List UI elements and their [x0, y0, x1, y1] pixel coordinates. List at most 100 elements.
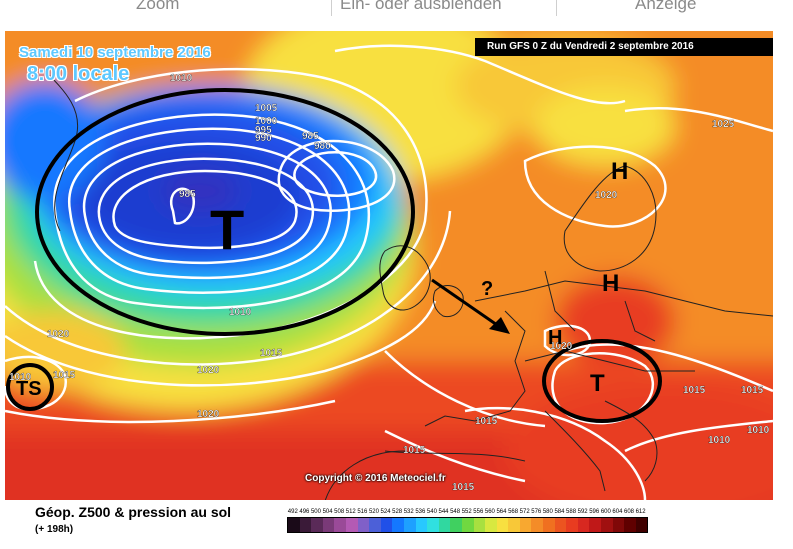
- scale-tick-label: 612: [635, 509, 646, 515]
- isobar-label: 1010: [9, 372, 32, 383]
- scale-tick-label: 584: [554, 509, 565, 515]
- show-hide-menu[interactable]: Ein- oder ausblenden: [340, 0, 502, 13]
- scale-tick-label: 536: [415, 509, 426, 515]
- scale-swatch: [427, 518, 439, 532]
- isobar-label: 985: [179, 189, 196, 200]
- isobar-label: 1020: [595, 190, 618, 201]
- isobar-label: 1025: [712, 119, 735, 130]
- scale-swatch: [554, 518, 567, 532]
- scale-swatch: [299, 518, 312, 532]
- scale-swatch: [288, 518, 300, 532]
- scale-tick-label: 600: [600, 509, 611, 515]
- scale-tick-label: 492: [287, 509, 298, 515]
- isobar-label: 1015: [452, 482, 475, 493]
- isobar-label: 1020: [47, 329, 70, 340]
- scale-tick-label: 564: [496, 509, 507, 515]
- isobar-label: 1015: [53, 370, 76, 381]
- scale-swatch: [624, 518, 636, 532]
- scale-tick-label: 540: [426, 509, 437, 515]
- scale-tick-label: 548: [450, 509, 461, 515]
- tropical-storm-label: TS: [16, 378, 42, 400]
- isobar-label: 1010: [708, 435, 731, 446]
- scale-swatch: [345, 518, 358, 532]
- scale-swatch: [380, 518, 393, 532]
- isobar-label: 985: [302, 131, 319, 142]
- high-pressure-label: H: [611, 158, 628, 185]
- analyst-annotations: [6, 88, 662, 423]
- isobars: [5, 44, 773, 500]
- question-mark: ?: [481, 278, 493, 300]
- scale-swatch: [543, 518, 555, 532]
- scale-swatch: [334, 518, 346, 532]
- isobar-label: 1015: [741, 385, 764, 396]
- south-low-circle: [542, 339, 662, 423]
- isobar-label: 1020: [550, 341, 573, 352]
- isobar-label: 1020: [197, 409, 220, 420]
- scale-swatch: [322, 518, 335, 532]
- scale-tick-label: 528: [392, 509, 403, 515]
- model-run-label: Run GFS 0 Z du Vendredi 2 septembre 2016: [475, 38, 773, 56]
- scale-swatch: [403, 518, 416, 532]
- isobar-label: 1010: [229, 307, 252, 318]
- isobar-label: 1015: [683, 385, 706, 396]
- isobar-label: 995: [255, 125, 272, 136]
- coastlines: [44, 70, 773, 500]
- legend-title: Géop. Z500 & pression au sol: [35, 504, 232, 520]
- scale-tick-label: 568: [508, 509, 519, 515]
- main-low-circle: [35, 88, 415, 336]
- scale-tick-label: 556: [473, 509, 484, 515]
- scale-swatch: [392, 518, 404, 532]
- scale-tick-label: 516: [357, 509, 368, 515]
- isobar-label: 1020: [197, 365, 220, 376]
- scale-swatch: [311, 518, 323, 532]
- scale-swatch: [531, 518, 544, 532]
- scale-tick-label: 496: [299, 509, 310, 515]
- legend-subtitle: (+ 198h): [35, 524, 74, 535]
- isobar-label: 1010: [170, 73, 193, 84]
- forecast-time: 8:00 locale: [27, 63, 130, 85]
- scale-tick-label: 532: [403, 509, 414, 515]
- weather-map: 1010 1005 1000 995 990 985 980 985 1010 …: [5, 31, 773, 500]
- scale-swatch: [612, 518, 625, 532]
- scale-swatch: [496, 518, 509, 532]
- view-menu[interactable]: Anzeige: [635, 0, 697, 13]
- scale-tick-label: 608: [624, 509, 635, 515]
- low-pressure-label: T: [590, 370, 605, 397]
- isobar-label: 1015: [403, 445, 426, 456]
- color-scale: 492 496 500 504 508 512 516 520 524 528 532 536 540 5…: [287, 509, 649, 533]
- scale-tick-label: 604: [612, 509, 623, 515]
- scale-swatch: [357, 518, 370, 532]
- scale-tick-label: 552: [461, 509, 472, 515]
- scale-swatch: [438, 518, 451, 532]
- scale-tick-label: 588: [566, 509, 577, 515]
- scale-tick-label: 512: [345, 509, 356, 515]
- copyright-notice: Copyright © 2016 Meteociel.fr: [305, 473, 446, 484]
- low-pressure-label: T: [210, 198, 244, 261]
- scale-tick-label: 560: [484, 509, 495, 515]
- scale-tick-label: 580: [542, 509, 553, 515]
- zoom-menu[interactable]: Zoom: [136, 0, 180, 13]
- isobar-label: 1015: [260, 348, 283, 359]
- scale-swatch: [369, 518, 381, 532]
- toolbar-divider: [556, 0, 557, 16]
- isobar-label: 1010: [747, 425, 770, 436]
- isobar-label: 1015: [475, 416, 498, 427]
- isobar-label: 990: [255, 133, 272, 144]
- scale-swatch: [589, 518, 602, 532]
- scale-swatch: [415, 518, 428, 532]
- forecast-date: Samedi 10 septembre 2016: [19, 44, 211, 61]
- scale-swatch: [485, 518, 497, 532]
- scale-tick-label: 504: [322, 509, 333, 515]
- pressure-systems: T T TS H H H ?: [16, 158, 628, 400]
- scale-tick-label: 544: [438, 509, 449, 515]
- map-graphic: 1010 1005 1000 995 990 985 980 985 1010 …: [5, 31, 773, 500]
- high-pressure-label: H: [548, 327, 562, 349]
- scale-swatch: [508, 518, 520, 532]
- scale-swatch: [601, 518, 613, 532]
- scale-swatch: [473, 518, 486, 532]
- toolbar: Zoom Ein- oder ausblenden Anzeige: [0, 0, 793, 20]
- scale-tick-label: 520: [368, 509, 379, 515]
- scale-swatch: [450, 518, 462, 532]
- isobar-label: 1000: [255, 116, 278, 127]
- scale-swatch: [461, 518, 474, 532]
